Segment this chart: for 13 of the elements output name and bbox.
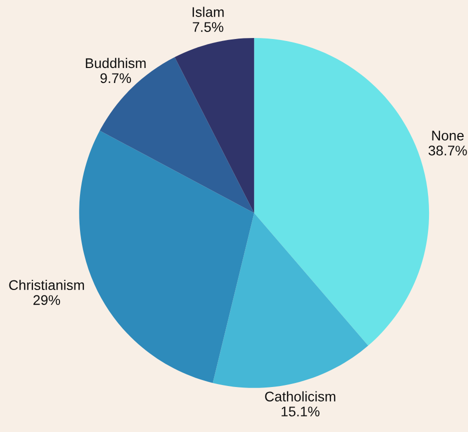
slice-label: Islam [192,6,224,17]
slice-label: None [432,130,464,141]
data-label: 29% [33,295,60,305]
data-label: 9.7% [100,73,131,84]
slice-label: Christianism [9,280,84,290]
data-label: 38.7% [428,146,467,156]
pie-slice [254,38,430,346]
data-label: 7.5% [192,22,224,32]
pie-slice [212,212,368,388]
data-label: 15.1% [282,406,320,416]
pie-slice [174,38,254,213]
slice-label: Buddhism [86,58,146,68]
slice-label: Catholicism [265,391,336,402]
